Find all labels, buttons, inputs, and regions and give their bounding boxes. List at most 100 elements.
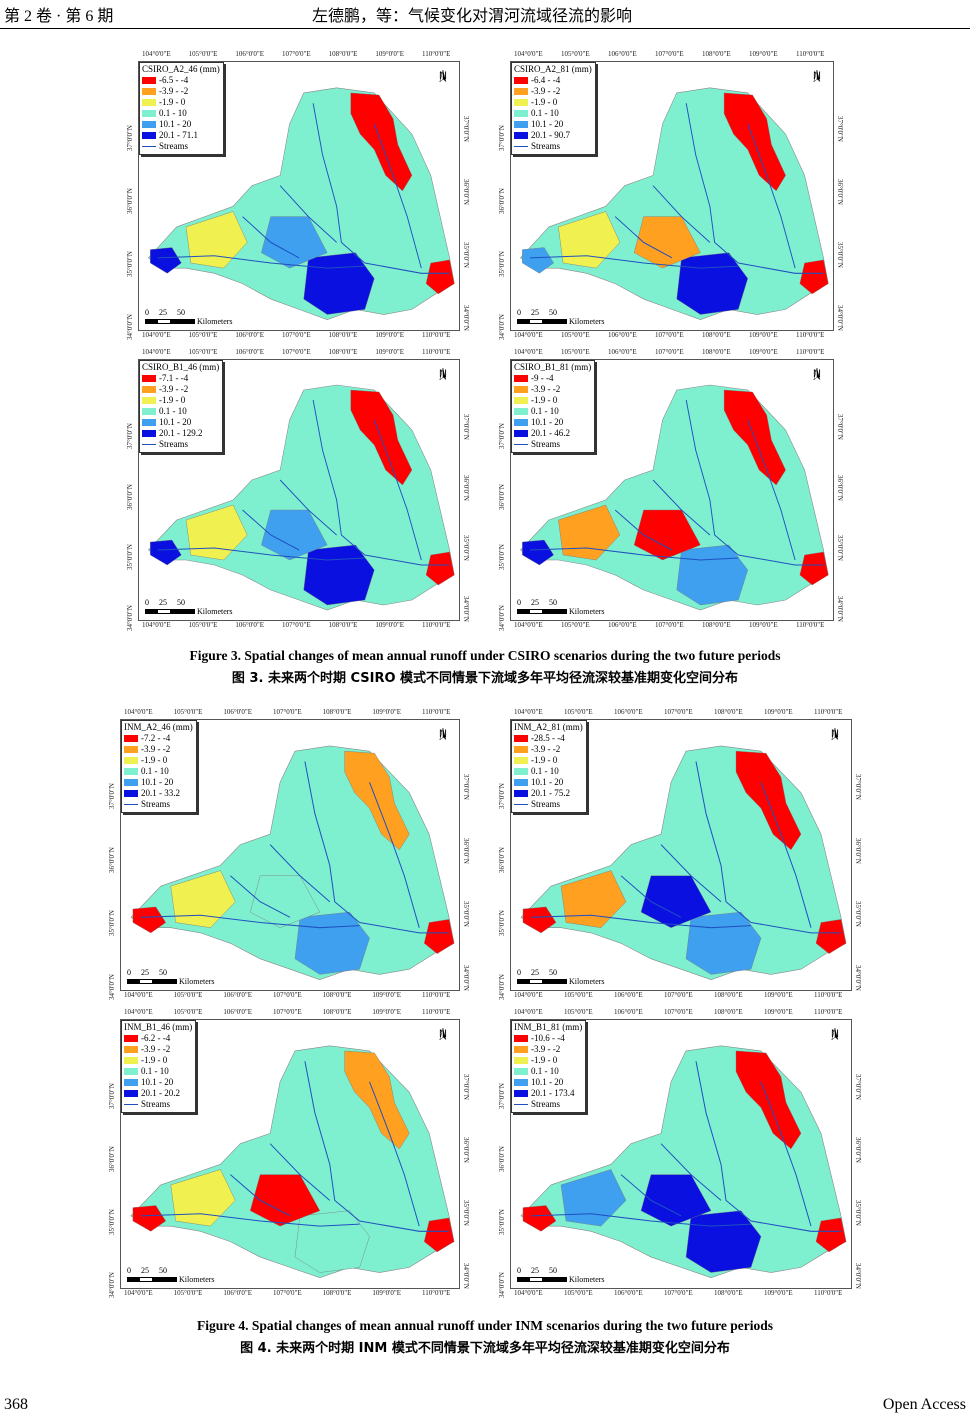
scale-bar: 0 25 50 Kilometers	[145, 308, 233, 326]
legend-swatch	[124, 1068, 138, 1075]
stream-line	[747, 123, 796, 269]
stream-swatch	[124, 804, 138, 805]
legend-label: -9 - -4	[531, 373, 554, 383]
lon-tick-bottom: 108°0'0"E	[714, 1289, 743, 1297]
figure4-caption-en: Figure 4. Spatial changes of mean annual…	[196, 1318, 774, 1333]
stream-line	[279, 185, 337, 243]
legend-item: 0.1 - 10	[142, 406, 219, 417]
scale-bar: 0 25 50 Kilometers	[517, 308, 605, 326]
lon-tick-top: 105°0'0"E	[564, 708, 593, 716]
stream-line	[652, 479, 711, 536]
lon-tick-top: 110°0'0"E	[422, 708, 451, 716]
lon-tick-top: 107°0'0"E	[282, 50, 311, 58]
lat-tick-left: 34°0'0"N	[108, 973, 116, 1000]
legend-label: 10.1 - 20	[531, 417, 564, 427]
legend-label: -1.9 - 0	[531, 395, 558, 405]
legend-swatch	[514, 768, 528, 775]
lon-tick-bottom: 107°0'0"E	[664, 991, 693, 999]
stream-line	[695, 1061, 841, 1232]
lon-tick-bottom: 105°0'0"E	[561, 331, 590, 339]
legend-title: INM_A2_46 (mm)	[124, 722, 193, 732]
lon-tick-bottom: 110°0'0"E	[814, 1289, 843, 1297]
legend-swatch	[142, 110, 156, 117]
north-arrow-icon: N	[435, 728, 451, 740]
map-legend: CSIRO_A2_81 (mm) -6.4 - -4 -3.9 - -2 -1.9 -…	[511, 62, 596, 155]
lon-tick-top: 107°0'0"E	[273, 1008, 302, 1016]
stream-swatch	[142, 146, 156, 147]
legend-item: -1.9 - 0	[514, 1055, 582, 1066]
lon-tick-bottom: 107°0'0"E	[273, 1289, 302, 1297]
lon-tick-top: 106°0'0"E	[223, 1008, 253, 1016]
lon-tick-bottom: 109°0'0"E	[749, 621, 778, 629]
map-panel: 104°0'0"E 104°0'0"E 105°0'0"E 105°0'0"E 106°…	[490, 1005, 870, 1303]
lon-tick-bottom: 106°0'0"E	[614, 1289, 643, 1297]
legend-swatch	[514, 1090, 528, 1097]
scale-bar: 0 25 50 Kilometers	[127, 968, 215, 986]
scale-bar-graphic	[517, 979, 567, 984]
lon-tick-bottom: 104°0'0"E	[142, 621, 171, 629]
scale-bar-graphic	[517, 319, 567, 324]
legend-label: -3.9 - -2	[141, 744, 171, 754]
lat-tick-right: 37°0'0"N	[854, 1074, 862, 1100]
north-arrow-icon: N	[827, 1028, 843, 1040]
legend-item: -1.9 - 0	[142, 97, 220, 108]
lon-tick-bottom: 105°0'0"E	[564, 1289, 593, 1297]
lon-tick-top: 110°0'0"E	[796, 348, 825, 356]
legend-label: 0.1 - 10	[531, 766, 559, 776]
north-arrow-icon: N	[809, 368, 825, 380]
lon-tick-bottom: 109°0'0"E	[372, 1289, 402, 1297]
legend-item: 10.1 - 20	[124, 777, 193, 788]
lon-tick-bottom: 110°0'0"E	[814, 991, 843, 999]
legend-swatch	[514, 1046, 528, 1053]
legend-label: -1.9 - 0	[141, 1055, 168, 1065]
legend-label: 20.1 - 129.2	[159, 428, 203, 438]
scale-units: Kilometers	[179, 1275, 215, 1284]
lat-tick-right: 36°0'0"N	[462, 837, 470, 864]
map-frame: CSIRO_B1_46 (mm) -7.1 - -4 -3.9 - -2 -1.9 -…	[138, 359, 460, 621]
map-legend: CSIRO_B1_81 (mm) -9 - -4 -3.9 - -2 -1.9 - 0…	[511, 360, 596, 453]
legend-swatch	[142, 408, 156, 415]
basin-map	[147, 87, 455, 321]
legend-label: 20.1 - 90.7	[531, 130, 570, 140]
legend-label: 0.1 - 10	[159, 108, 187, 118]
lat-tick-left: 37°0'0"N	[498, 1083, 506, 1109]
subbasin-region	[249, 875, 321, 928]
map-frame: CSIRO_B1_81 (mm) -9 - -4 -3.9 - -2 -1.9 - 0…	[510, 359, 834, 621]
lat-tick-right: 37°0'0"N	[836, 116, 844, 142]
subbasin-region	[132, 906, 167, 934]
map-legend: INM_A2_46 (mm) -7.2 - -4 -3.9 - -2 -1.9 - 0…	[121, 720, 197, 813]
north-arrow-icon: N	[827, 728, 843, 740]
lon-tick-top: 105°0'0"E	[173, 708, 203, 716]
legend-swatch	[514, 735, 528, 742]
subbasin-region	[522, 247, 554, 274]
stream-line	[614, 509, 673, 551]
lat-tick-left: 37°0'0"N	[126, 125, 134, 151]
stream-line	[530, 914, 752, 929]
legend-item: 0.1 - 10	[514, 406, 591, 417]
lon-tick-bottom: 105°0'0"E	[173, 1289, 203, 1297]
scale-units: Kilometers	[179, 977, 215, 986]
legend-title: INM_B1_46 (mm)	[124, 1022, 193, 1032]
scale-row: Kilometers	[127, 1275, 215, 1284]
legend-item: 20.1 - 71.1	[142, 130, 220, 141]
header-rule	[0, 28, 970, 29]
subbasin-region	[633, 216, 701, 269]
stream-line	[373, 123, 422, 269]
scale-bar-graphic	[517, 1277, 567, 1282]
header-title: 左德鹏，等：气候变化对渭河流域径流的影响	[312, 8, 633, 25]
lat-tick-right: 35°0'0"N	[836, 242, 844, 269]
lat-tick-right: 35°0'0"N	[462, 1200, 470, 1227]
scale-units: Kilometers	[569, 1275, 605, 1284]
legend-label: -1.9 - 0	[159, 395, 186, 405]
scale-numbers: 0 25 50	[517, 308, 557, 317]
legend-title: CSIRO_A2_81 (mm)	[514, 64, 592, 74]
legend-swatch	[124, 1079, 138, 1086]
legend-swatch	[124, 1057, 138, 1064]
lon-tick-top: 108°0'0"E	[702, 348, 731, 356]
legend-swatch	[514, 386, 528, 393]
lon-tick-bottom: 106°0'0"E	[608, 621, 637, 629]
map-panel: 104°0'0"E 104°0'0"E 105°0'0"E 105°0'0"E 106°…	[490, 345, 852, 635]
subbasin-region	[294, 911, 370, 975]
legend-label: -3.9 - -2	[531, 1044, 561, 1054]
